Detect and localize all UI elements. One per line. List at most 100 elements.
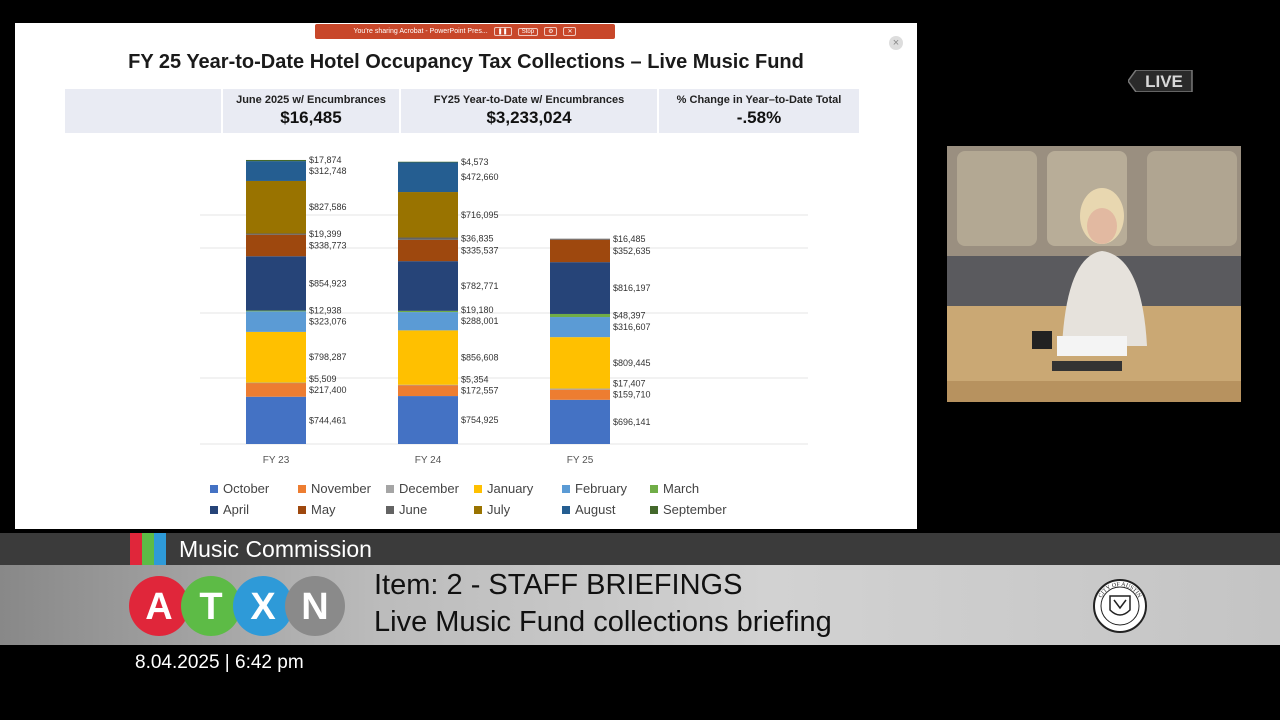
data-label: $335,537 (461, 246, 499, 256)
bar-segment-march (398, 310, 458, 313)
summary-value: $16,485 (280, 108, 342, 127)
legend-label: August (575, 502, 616, 517)
legend-swatch (210, 505, 218, 514)
data-label: $217,400 (309, 385, 347, 395)
settings-icon[interactable]: ⚙ (544, 27, 558, 36)
city-seal-logo: CITY OF AUSTIN (1093, 579, 1147, 633)
legend-label: June (399, 502, 428, 517)
bar-segment-october (398, 396, 458, 444)
agenda-item-subtitle: Live Music Fund collections briefing (374, 606, 832, 638)
bar-segment-april (550, 262, 610, 314)
logo-circle (129, 576, 189, 636)
bar-segment-september (398, 161, 458, 163)
legend-label: July (487, 502, 511, 517)
close-icon[interactable]: × (889, 36, 903, 50)
chart-legend: October November December January February Ma… (210, 481, 770, 517)
legend-item-april: April (210, 502, 298, 517)
legend-item-july: July (474, 502, 562, 517)
legend-label: October (223, 481, 270, 496)
bar-segment-september (246, 159, 306, 162)
data-label: $17,407 (613, 379, 646, 389)
logo-circle (285, 576, 345, 636)
slide-title: FY 25 Year-to-Date Hotel Occupancy Tax C… (128, 51, 804, 73)
summary-june-cell: June 2025 w/ Encumbrances $16,485 (223, 89, 399, 133)
legend-swatch (298, 505, 306, 514)
data-label: $159,710 (613, 390, 651, 400)
data-label: $4,573 (461, 157, 489, 167)
stacked-bar-chart: $744,461$217,400$5,509$798,287$323,076$1… (200, 155, 808, 466)
presentation-slide: FY 25 Year-to-Date Hotel Occupancy Tax C… (15, 23, 917, 529)
live-badge: LIVE (1128, 70, 1193, 92)
data-label: $856,608 (461, 353, 499, 363)
logo-circle (233, 576, 293, 636)
bar-segment-november (246, 382, 306, 397)
bar-segment-may (246, 234, 306, 257)
data-label: $782,771 (461, 281, 499, 291)
data-label: $5,354 (461, 375, 489, 385)
legend-item-may: May (298, 502, 386, 517)
close-share-icon[interactable]: ✕ (563, 27, 577, 36)
category-label: FY 24 (415, 455, 442, 466)
data-label: $323,076 (309, 317, 347, 327)
agenda-item-title: Item: 2 - STAFF BRIEFINGS (374, 569, 743, 601)
data-label: $316,607 (613, 322, 651, 332)
category-label: FY 25 (567, 455, 594, 466)
bar-segment-april (246, 256, 306, 311)
data-label: $827,586 (309, 202, 347, 212)
stop-share-button[interactable]: Stop (517, 27, 539, 36)
legend-swatch (386, 484, 394, 493)
legend-swatch (298, 484, 306, 493)
bar-segment-july (246, 180, 306, 234)
share-status-text: You're sharing Acrobat - PowerPoint Pres… (353, 28, 488, 35)
legend-item-january: January (474, 481, 562, 496)
live-label: LIVE (1145, 72, 1183, 91)
screen-share-toolbar: You're sharing Acrobat - PowerPoint Pres… (315, 24, 615, 39)
data-label: $19,399 (309, 229, 342, 239)
bar-segment-march (550, 313, 610, 318)
commission-strip (0, 533, 1280, 565)
bar-segment-june (398, 237, 458, 240)
summary-blank-cell (65, 89, 221, 133)
data-label: $854,923 (309, 278, 347, 288)
legend-swatch (562, 505, 570, 514)
data-label: $696,141 (613, 417, 651, 427)
summary-change-cell: % Change in Year–to-Date Total -.58% (659, 89, 859, 133)
speaker-video-image (947, 146, 1241, 402)
summary-value: -.58% (736, 108, 782, 127)
bar-segment-may (550, 239, 610, 263)
bar-segment-december (398, 384, 458, 386)
data-label: $472,660 (461, 172, 499, 182)
bar-segment-february (246, 311, 306, 332)
legend-label: January (487, 481, 534, 496)
data-label: $744,461 (309, 415, 347, 425)
bar-segment-january (398, 330, 458, 385)
data-label: $16,485 (613, 234, 646, 244)
bar-segment-july (398, 192, 458, 238)
bar-segment-january (246, 331, 306, 383)
data-label: $312,748 (309, 166, 347, 176)
data-label: $12,938 (309, 306, 342, 316)
bar-segment-october (550, 399, 610, 444)
data-label: $48,397 (613, 311, 646, 321)
bar-segment-june (246, 233, 306, 235)
legend-item-december: December (386, 481, 474, 496)
commission-name: Music Commission (179, 536, 372, 562)
legend-label: April (223, 502, 250, 517)
legend-swatch (650, 505, 658, 514)
summary-label: FY25 Year-to-Date w/ Encumbrances (433, 94, 625, 106)
legend-label: May (311, 502, 336, 517)
data-label: $716,095 (461, 210, 499, 220)
legend-item-march: March (650, 481, 738, 496)
data-label: $352,635 (613, 246, 651, 256)
legend-swatch (650, 484, 658, 493)
bar-segment-february (398, 312, 458, 331)
legend-item-november: November (298, 481, 386, 496)
legend-swatch (474, 505, 482, 514)
summary-value: $3,233,024 (486, 108, 572, 127)
date-time-stamp: 8.04.2025 | 6:42 pm (135, 652, 304, 673)
bar-segment-august (246, 161, 306, 181)
pause-icon[interactable]: ❚❚ (493, 27, 512, 36)
data-label: $5,509 (309, 374, 337, 384)
bar-segment-may (398, 239, 458, 262)
legend-label: February (575, 481, 628, 496)
